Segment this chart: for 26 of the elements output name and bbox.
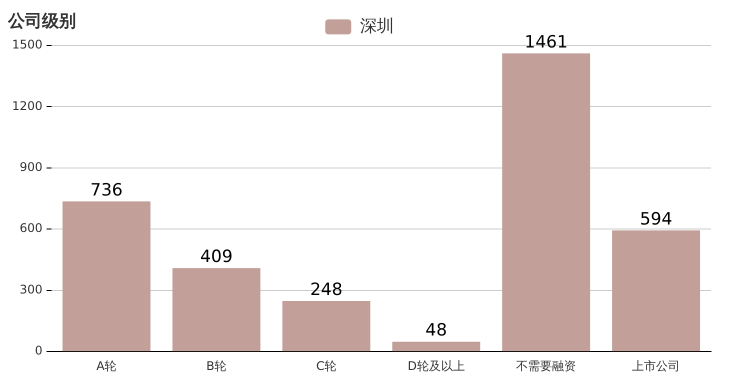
- bar: [502, 53, 590, 352]
- y-tick-label: 300: [20, 282, 43, 296]
- data-label: 736: [90, 180, 123, 200]
- x-tick-label: A轮: [96, 358, 117, 373]
- chart-title: 公司级别: [7, 12, 76, 32]
- x-tick-label: 不需要融资: [516, 358, 576, 373]
- bar: [62, 201, 150, 352]
- bar: [282, 300, 370, 352]
- y-tick-label: 900: [20, 160, 43, 174]
- data-label: 248: [310, 280, 343, 300]
- y-tick-label: 0: [34, 344, 43, 358]
- bar: [172, 268, 260, 352]
- legend-label: 深圳: [360, 16, 394, 36]
- y-tick-label: 1500: [12, 38, 43, 52]
- bar: [392, 342, 480, 352]
- bar: [612, 230, 700, 352]
- x-tick-label: 上市公司: [632, 358, 680, 373]
- x-tick-label: C轮: [316, 358, 337, 373]
- data-label: 1461: [524, 32, 568, 52]
- x-tick-label: B轮: [206, 358, 227, 373]
- y-tick-label: 600: [20, 221, 43, 236]
- data-label: 594: [640, 209, 672, 230]
- data-label: 409: [200, 247, 233, 268]
- data-label: 48: [425, 320, 448, 341]
- x-tick-label: D轮及以上: [408, 358, 465, 373]
- y-tick-label: 1200: [12, 98, 43, 113]
